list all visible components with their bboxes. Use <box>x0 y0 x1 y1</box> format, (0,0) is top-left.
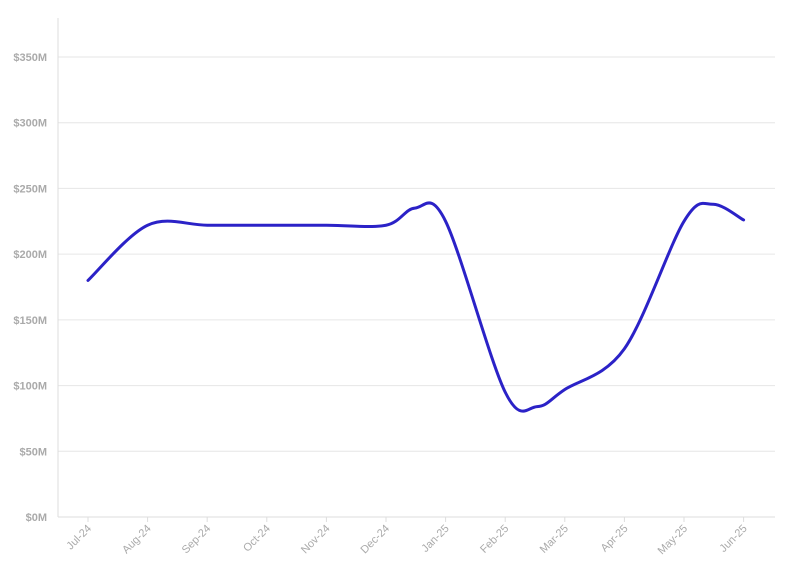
x-tick-label: Jun-25 <box>717 523 749 555</box>
y-tick-label: $250M <box>13 183 47 195</box>
x-tick-label: Oct-24 <box>241 523 273 555</box>
x-tick-label: Nov-24 <box>299 523 333 557</box>
x-tick-label: Apr-25 <box>599 523 631 555</box>
y-tick-labels: $0M $50M $100M $150M $200M $250M $300M $350M <box>13 52 47 524</box>
y-tick-label: $200M <box>13 249 47 261</box>
y-tick-label: $0M <box>26 512 47 524</box>
x-tick-label: Dec-24 <box>359 523 393 557</box>
series-line <box>86 201 746 413</box>
x-tick-label: May-25 <box>656 523 690 557</box>
x-tick-label: Sep-24 <box>180 523 214 557</box>
x-tick-label: Mar-25 <box>538 523 571 556</box>
x-tick-label: Jul-24 <box>64 523 94 553</box>
x-tick-labels: Jul-24 Aug-24 Sep-24 Oct-24 Nov-24 Dec-24 Jan-… <box>64 517 750 557</box>
y-tick-label: $100M <box>13 381 47 393</box>
grid-lines <box>58 56 775 452</box>
y-tick-label: $300M <box>13 118 47 130</box>
y-tick-label: $50M <box>19 446 47 458</box>
x-tick-label: Feb-25 <box>478 523 511 556</box>
x-tick-label: Jan-25 <box>419 523 451 555</box>
series <box>86 201 746 413</box>
y-tick-label: $150M <box>13 315 47 327</box>
x-tick-label: Aug-24 <box>120 523 154 557</box>
axes <box>57 18 775 518</box>
y-tick-label: $350M <box>13 52 47 64</box>
